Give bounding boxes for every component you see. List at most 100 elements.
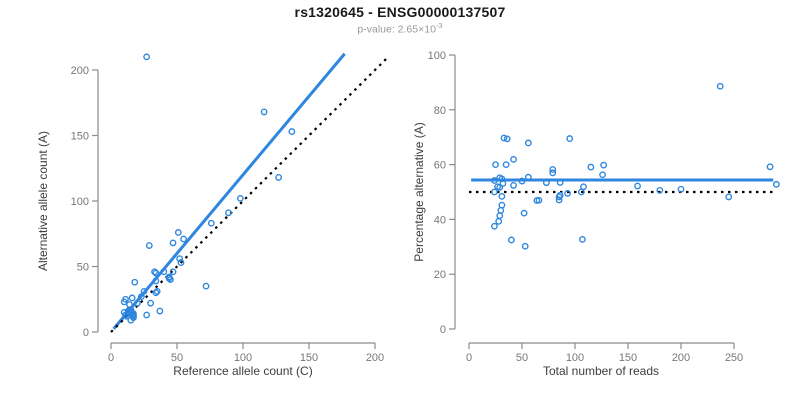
y-tick-label: 150 [71, 131, 89, 143]
x-tick-label: 200 [672, 352, 690, 364]
data-point [494, 183, 502, 191]
data-point [579, 236, 586, 243]
data-point [500, 134, 508, 142]
p-value-text: p-value: 2.65×10 [357, 23, 436, 36]
fitted-regression-line [112, 52, 346, 330]
x-tick-label: 100 [566, 352, 584, 364]
left-y-axis-label: Alternative allele count (A) [36, 130, 50, 272]
x-tick-label: 150 [300, 352, 318, 364]
x-tick-label: 100 [234, 352, 252, 364]
y-tick-label: 40 [434, 214, 446, 226]
y-tick-label: 200 [71, 65, 89, 77]
data-point [147, 299, 155, 307]
x-tick-label: 150 [619, 352, 637, 364]
data-point [510, 182, 517, 189]
data-point [156, 307, 164, 315]
data-point [587, 163, 595, 171]
data-point [143, 53, 151, 61]
data-point [502, 161, 510, 169]
right-x-axis-label: Total number of reads [542, 364, 660, 378]
data-point [169, 268, 177, 276]
data-point [122, 295, 129, 303]
data-point [160, 268, 168, 276]
y-tick-label: 0 [83, 327, 89, 339]
data-point [496, 212, 504, 219]
data-point [140, 287, 148, 295]
data-point [174, 229, 182, 236]
data-point [766, 163, 774, 171]
data-point [566, 135, 574, 142]
data-point [555, 196, 563, 204]
data-point [165, 274, 173, 282]
data-point [498, 201, 506, 209]
data-point [503, 135, 511, 143]
data-point [491, 222, 498, 230]
data-point [202, 282, 210, 290]
data-point [127, 316, 135, 324]
data-point [507, 236, 515, 244]
p-value-subtitle: p-value: 2.65×10-3 [0, 21, 800, 36]
data-point [288, 128, 296, 135]
data-point [599, 171, 606, 179]
data-point [510, 155, 517, 163]
y-tick-label: 60 [434, 160, 446, 172]
left-x-axis-label: Reference allele count (C) [173, 364, 313, 378]
y-tick-label: 20 [434, 269, 446, 281]
data-point [145, 242, 153, 249]
data-point [143, 311, 151, 319]
data-point [491, 177, 498, 184]
x-tick-label: 200 [366, 352, 384, 364]
x-tick-label: 50 [171, 352, 183, 364]
data-point [236, 194, 244, 202]
data-point [492, 161, 499, 169]
data-point [491, 188, 498, 196]
data-point [524, 139, 532, 147]
data-point [542, 179, 550, 187]
x-tick-label: 50 [516, 352, 528, 364]
p-value-exponent: -3 [435, 21, 443, 30]
data-point [177, 259, 185, 266]
data-point [634, 182, 641, 190]
y-tick-label: 80 [434, 105, 446, 117]
data-point [225, 209, 232, 217]
data-point [152, 269, 160, 277]
data-point [498, 192, 506, 200]
data-point [207, 219, 215, 227]
data-point [773, 180, 780, 188]
data-point [169, 239, 177, 247]
y-tick-label: 50 [77, 262, 89, 274]
data-point [137, 293, 145, 301]
data-point [260, 108, 268, 116]
data-point [549, 169, 557, 177]
data-point [556, 179, 564, 186]
data-point [152, 277, 160, 285]
data-point [152, 289, 160, 297]
data-point [166, 276, 174, 283]
data-point [495, 217, 503, 225]
right-y-axis-label: Percentage alternative (A) [412, 122, 426, 262]
data-point [600, 161, 608, 169]
y-tick-label: 100 [428, 50, 446, 62]
data-point [677, 185, 685, 193]
data-point [131, 278, 139, 286]
x-tick-label: 0 [466, 352, 472, 364]
data-point [153, 287, 161, 295]
data-point [497, 206, 505, 214]
data-point [521, 242, 529, 250]
data-point [520, 209, 528, 217]
data-point [577, 188, 585, 196]
data-point [656, 186, 664, 194]
x-tick-label: 250 [725, 352, 743, 364]
y-tick-label: 0 [440, 324, 446, 336]
data-point [725, 193, 733, 201]
data-point [518, 177, 526, 185]
data-point [564, 189, 571, 197]
data-point [549, 166, 557, 173]
data-point [716, 82, 724, 90]
identity-line [110, 56, 389, 333]
data-point [180, 235, 188, 243]
data-point [524, 173, 532, 181]
data-point [133, 299, 141, 307]
